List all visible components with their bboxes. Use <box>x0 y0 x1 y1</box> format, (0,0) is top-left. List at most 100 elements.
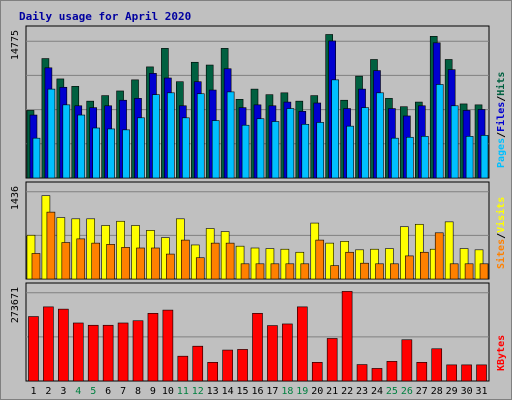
bar-sites-day-13 <box>210 242 220 280</box>
bar-kbytes-day-2 <box>43 306 54 382</box>
bar-pages-day-28 <box>435 84 444 179</box>
bar-pages-day-29 <box>450 105 459 179</box>
bar-kbytes-day-5 <box>87 324 99 382</box>
bar-pages-day-21 <box>331 79 339 179</box>
bar-pages-day-14 <box>226 91 235 179</box>
x-tick-label-day-21: 21 <box>326 386 338 397</box>
chart-title: Daily usage for April 2020 <box>19 10 191 23</box>
bar-pages-day-5 <box>92 127 101 179</box>
x-tick-label-day-7: 7 <box>120 386 126 397</box>
x-tick-label-day-13: 13 <box>207 386 219 397</box>
bar-kbytes-day-17 <box>267 325 278 382</box>
bar-kbytes-day-29 <box>446 364 457 382</box>
bar-kbytes-day-22 <box>341 291 353 382</box>
bar-kbytes-day-6 <box>102 324 114 382</box>
bar-kbytes-day-24 <box>371 368 383 382</box>
bar-pages-day-10 <box>167 92 175 179</box>
legend-entry: Files <box>495 102 507 132</box>
bar-pages-day-16 <box>256 118 265 179</box>
bar-visits-day-27 <box>414 223 424 280</box>
bar-sites-day-25 <box>390 263 399 280</box>
bar-sites-day-2 <box>46 211 56 280</box>
bar-visits-day-26 <box>400 226 409 280</box>
bar-kbytes-day-12 <box>192 345 204 382</box>
bar-pages-day-22 <box>346 125 354 179</box>
bar-pages-day-2 <box>47 88 56 179</box>
bar-sites-day-19 <box>300 263 310 280</box>
bar-pages-day-12 <box>196 93 205 179</box>
x-tick-label-day-9: 9 <box>150 386 156 397</box>
legend-entry: / <box>496 233 507 239</box>
bar-pages-day-11 <box>182 117 190 179</box>
bar-pages-day-13 <box>211 120 220 179</box>
bar-sites-day-20 <box>315 239 325 280</box>
bar-sites-day-15 <box>240 263 250 280</box>
bar-kbytes-day-18 <box>282 323 293 382</box>
bar-pages-day-24 <box>376 92 384 179</box>
bar-sites-day-22 <box>345 251 354 280</box>
x-tick-label-day-11: 11 <box>177 386 189 397</box>
bar-kbytes-day-7 <box>117 322 129 382</box>
x-tick-label-day-23: 23 <box>356 386 368 397</box>
bar-pages-day-26 <box>406 136 414 179</box>
bar-sites-day-16 <box>255 263 265 280</box>
x-tick-label-day-20: 20 <box>311 386 323 397</box>
legend-entry: / <box>496 96 507 102</box>
x-tick-label-day-16: 16 <box>251 386 263 397</box>
bar-sites-day-31 <box>479 263 489 280</box>
bar-pages-day-25 <box>391 137 399 179</box>
legend-visits-sites: Sites/Visits <box>495 197 507 269</box>
bar-pages-day-9 <box>152 94 160 179</box>
x-tick-label-day-29: 29 <box>446 386 458 397</box>
bar-sites-day-4 <box>76 238 86 280</box>
y-max-label-hits-files-pages: 14775 <box>10 30 21 60</box>
x-tick-label-day-10: 10 <box>162 386 174 397</box>
bar-kbytes-day-23 <box>356 364 368 382</box>
bar-kbytes-day-21 <box>326 338 338 382</box>
bar-sites-day-1 <box>31 253 41 280</box>
bar-pages-day-27 <box>420 136 429 179</box>
bar-sites-day-10 <box>166 253 175 280</box>
bar-pages-day-15 <box>241 124 250 179</box>
x-tick-label-day-18: 18 <box>281 386 293 397</box>
x-tick-label-day-30: 30 <box>461 386 473 397</box>
x-tick-label-day-31: 31 <box>476 386 488 397</box>
bar-pages-day-4 <box>77 114 86 179</box>
bar-kbytes-day-11 <box>177 355 189 382</box>
bar-visits-day-16 <box>250 247 260 280</box>
bar-kbytes-day-16 <box>252 313 263 382</box>
bar-pages-day-31 <box>480 135 489 179</box>
x-tick-label-day-17: 17 <box>266 386 278 397</box>
bar-visits-day-15 <box>235 245 245 280</box>
bar-kbytes-day-30 <box>461 364 472 382</box>
bar-kbytes-day-8 <box>132 320 144 382</box>
bar-sites-day-14 <box>225 242 235 280</box>
bar-kbytes-day-15 <box>237 349 248 382</box>
x-tick-label-day-25: 25 <box>386 386 398 397</box>
bar-pages-day-3 <box>62 104 71 179</box>
x-tick-label-day-12: 12 <box>192 386 204 397</box>
bar-sites-day-9 <box>151 247 160 280</box>
bar-sites-day-24 <box>375 263 384 280</box>
bar-pages-day-7 <box>122 129 130 179</box>
bar-sites-day-27 <box>419 251 429 280</box>
bar-pages-day-8 <box>137 117 145 179</box>
x-tick-label-day-3: 3 <box>60 386 66 397</box>
y-max-label-kbytes: 273671 <box>10 287 21 323</box>
legend-hits-files-pages: Pages/Files/Hits <box>495 72 507 168</box>
bar-sites-day-23 <box>360 262 369 280</box>
bar-sites-day-30 <box>464 263 474 280</box>
bar-sites-day-12 <box>195 257 205 280</box>
bar-pages-day-19 <box>301 123 310 179</box>
bar-pages-day-6 <box>107 128 115 179</box>
bar-pages-day-17 <box>271 121 280 179</box>
legend-entry: KBytes <box>496 335 507 371</box>
bar-visits-day-29 <box>444 221 454 280</box>
bar-sites-day-5 <box>91 242 101 280</box>
bar-sites-day-29 <box>449 263 459 280</box>
bar-visits-day-21 <box>325 242 334 280</box>
bar-sites-day-6 <box>106 244 115 280</box>
bar-kbytes-day-28 <box>431 348 443 382</box>
bar-sites-day-17 <box>270 263 280 280</box>
